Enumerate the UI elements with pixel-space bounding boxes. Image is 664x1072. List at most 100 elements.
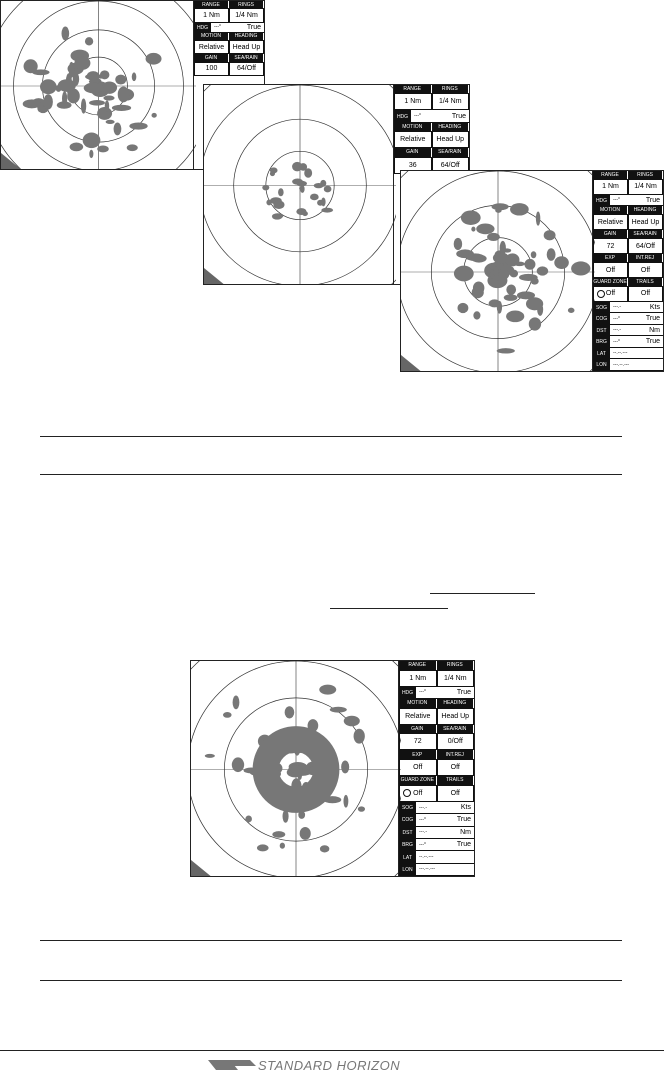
panel-value: 1/4 Nm — [628, 178, 663, 195]
rule — [40, 474, 622, 475]
panel-value: 1/4 Nm — [431, 93, 469, 111]
panel-row: RANGE RINGS — [593, 171, 663, 179]
panel-row: 1 Nm 1/4 Nm — [593, 178, 663, 195]
echo — [85, 73, 100, 80]
echo — [299, 186, 305, 191]
field-unit: Kts — [649, 302, 663, 314]
field-value: ---° — [610, 195, 646, 207]
echo — [530, 251, 537, 259]
field-unit: True — [451, 110, 469, 123]
field-label: LON — [399, 863, 416, 876]
panel-header: SEA/RAIN — [436, 724, 473, 734]
panel-header: TRAILS — [628, 278, 662, 287]
panel-row: Relative Head Up — [394, 131, 469, 149]
panel-row: EXP INT.REJ — [593, 254, 663, 263]
panel-row: RANGE RINGS — [399, 661, 474, 670]
echo — [115, 74, 127, 85]
echo — [310, 193, 319, 201]
echo — [293, 769, 311, 776]
echo — [499, 240, 506, 256]
panel-row: Off Off — [399, 759, 474, 777]
panel-value: Off — [593, 286, 628, 302]
field-label: BRG — [593, 336, 610, 348]
echo — [471, 254, 487, 263]
panel-header: RANGE — [394, 85, 431, 94]
echo — [32, 69, 50, 76]
panel-header: GAIN — [593, 230, 627, 239]
panel-value: 64/Off — [628, 238, 663, 255]
field-value: ---° — [411, 110, 452, 123]
field-unit: True — [456, 814, 474, 827]
field-label: HDG — [593, 194, 610, 207]
panel-header: SEA/RAIN — [229, 54, 263, 62]
field-label: LAT — [593, 347, 610, 360]
radar-screen: RANGE RINGS 1 Nm 1/4 Nm HDG ---° True MOTION HEA… — [190, 660, 475, 877]
field-value: ---.- — [610, 302, 650, 314]
echo — [319, 684, 337, 695]
info-panel: RANGE RINGS 1 Nm 1/4 Nm HDG ---° True MOTION HEA… — [398, 661, 474, 876]
field-value: ---.- — [416, 827, 461, 839]
panel-row: LAT --.--.--- — [399, 851, 474, 864]
panel-row: HDG ---° True — [399, 686, 474, 700]
panel-row: GAIN SEA/RAIN — [593, 230, 663, 239]
echo — [269, 170, 276, 177]
panel-row: Off Off — [593, 286, 663, 302]
echo — [103, 95, 115, 101]
echo — [97, 107, 113, 120]
echo — [492, 252, 509, 264]
echo — [23, 59, 38, 74]
field-unit: True — [456, 687, 474, 700]
underline — [430, 593, 535, 594]
echo — [84, 37, 94, 46]
field-label: HDG — [394, 110, 411, 123]
echo — [74, 56, 91, 70]
echo — [495, 207, 502, 213]
echo — [537, 303, 544, 316]
echo — [487, 232, 500, 242]
echo — [68, 61, 75, 78]
echo — [509, 269, 519, 278]
panel-row: GAIN SEA/RAIN — [194, 54, 264, 62]
panel-row: Relative Head Up — [194, 40, 264, 55]
field-label: LON — [593, 359, 610, 371]
echo — [278, 188, 284, 197]
echo — [299, 826, 311, 840]
land-mass — [204, 268, 224, 284]
panel-value: Off — [628, 286, 663, 302]
panel-header: GUARD ZONE — [593, 278, 627, 287]
panel-row: Off Off — [399, 784, 474, 802]
echo — [519, 273, 538, 281]
echo — [245, 815, 252, 823]
field-value: --.--.--- — [610, 348, 663, 360]
panel-row: LON ---.--.--- — [399, 863, 474, 876]
echo — [113, 122, 122, 136]
echo — [129, 122, 148, 130]
panel-row: LAT --.--.--- — [593, 347, 663, 360]
field-value: ---° — [416, 687, 457, 700]
echo — [343, 794, 349, 808]
echo — [126, 144, 138, 152]
panel-value: 1 Nm — [394, 93, 432, 111]
echo — [516, 291, 536, 300]
panel-header: RANGE — [399, 661, 436, 670]
echo — [252, 726, 340, 813]
field-label: COG — [399, 814, 416, 827]
echo — [323, 185, 332, 193]
echo — [56, 101, 72, 109]
echo — [329, 706, 347, 713]
echo — [22, 99, 41, 109]
panel-header: RINGS — [628, 171, 662, 179]
panel-row: HDG ---° True — [194, 22, 264, 33]
echo — [341, 760, 350, 774]
echo — [571, 261, 591, 276]
echo — [83, 82, 104, 94]
echo — [357, 806, 366, 812]
info-panel: RANGE RINGS 1 Nm 1/4 Nm HDG ---° True MOTION HEA… — [393, 85, 469, 284]
echo — [104, 100, 110, 112]
panel-header: MOTION — [593, 206, 627, 215]
echo — [453, 237, 463, 251]
panel-value: Off — [593, 262, 628, 279]
panel-header: INT.REJ — [436, 750, 473, 759]
field-unit: True — [645, 313, 663, 325]
panel-value: 72 — [399, 733, 437, 751]
